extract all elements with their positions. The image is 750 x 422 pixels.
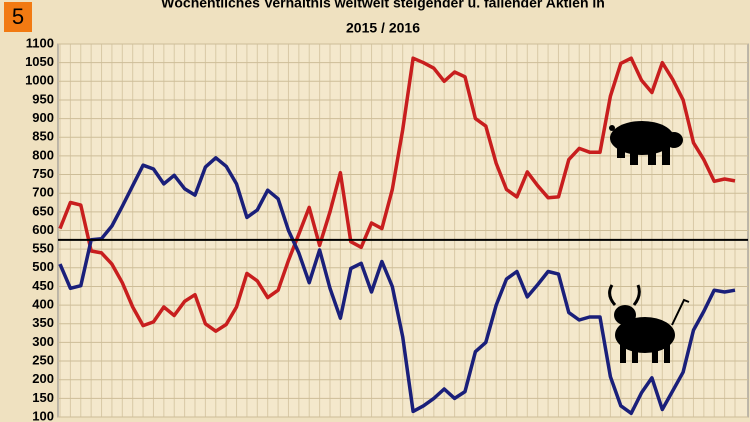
y-tick-label: 500 <box>32 259 54 274</box>
y-tick-label: 750 <box>32 166 54 181</box>
y-tick-label: 400 <box>32 297 54 312</box>
y-tick-label: 350 <box>32 315 54 330</box>
y-tick-label: 1000 <box>25 73 54 88</box>
y-tick-label: 1100 <box>26 35 54 50</box>
y-tick-label: 300 <box>32 334 54 349</box>
y-tick-label: 700 <box>32 185 54 200</box>
series-line <box>58 156 736 416</box>
y-tick-label: 450 <box>32 278 54 293</box>
y-tick-label: 850 <box>32 129 54 144</box>
y-tick-label: 900 <box>32 110 54 125</box>
y-tick-label: 550 <box>32 241 54 256</box>
badge-text: 5 <box>12 4 24 29</box>
y-tick-label: 250 <box>32 352 54 367</box>
bear-icon <box>609 121 683 165</box>
chart-subtitle: 2015 / 2016 <box>346 20 420 36</box>
bull-icon <box>608 284 690 363</box>
badge <box>4 2 32 32</box>
y-tick-label: 200 <box>32 371 54 386</box>
y-tick-label: 950 <box>32 91 54 106</box>
y-tick-label: 600 <box>32 222 54 237</box>
y-tick-label: 1050 <box>25 54 54 69</box>
chart-title: Wöchentliches Verhältnis weltweit steige… <box>161 0 605 11</box>
y-tick-label: 150 <box>32 390 54 405</box>
y-tick-label: 100 <box>32 408 54 422</box>
y-tick-label: 800 <box>32 147 54 162</box>
y-tick-label: 650 <box>32 203 54 218</box>
series-line <box>58 56 736 333</box>
